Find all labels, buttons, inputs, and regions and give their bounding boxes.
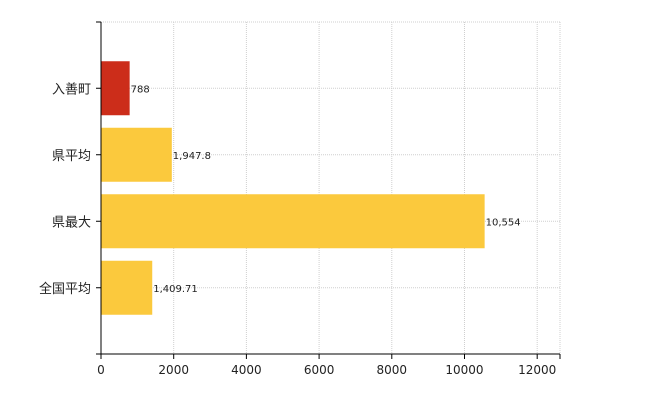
category-label: 県平均 — [52, 149, 91, 164]
data-label: 788 — [131, 84, 150, 95]
data-labels: 788 1,947.8 10,554 1,409.71 — [131, 84, 521, 295]
data-label: 1,947.8 — [173, 151, 211, 162]
x-tick-label: 8000 — [377, 363, 408, 377]
x-tick-label: 6000 — [304, 363, 335, 377]
bars — [101, 61, 485, 315]
x-tick-label: 4000 — [231, 363, 262, 377]
bar — [101, 127, 172, 182]
bar — [101, 194, 485, 249]
x-tick-label: 2000 — [158, 363, 189, 377]
axes — [96, 21, 560, 355]
data-label: 10,554 — [486, 217, 521, 228]
bar — [101, 61, 130, 116]
category-label: 入善町 — [52, 81, 91, 97]
x-tick-label: 0 — [97, 363, 105, 377]
category-label: 県最大 — [52, 215, 91, 230]
x-ticks: 0 2000 4000 6000 8000 10000 12000 — [97, 354, 561, 377]
data-label: 1,409.71 — [153, 284, 198, 295]
x-tick-label: 10000 — [445, 363, 483, 377]
x-tick-label: 12000 — [518, 363, 556, 377]
grid-lines — [101, 21, 561, 354]
category-label: 全国平均 — [39, 281, 91, 297]
bar — [101, 260, 153, 315]
